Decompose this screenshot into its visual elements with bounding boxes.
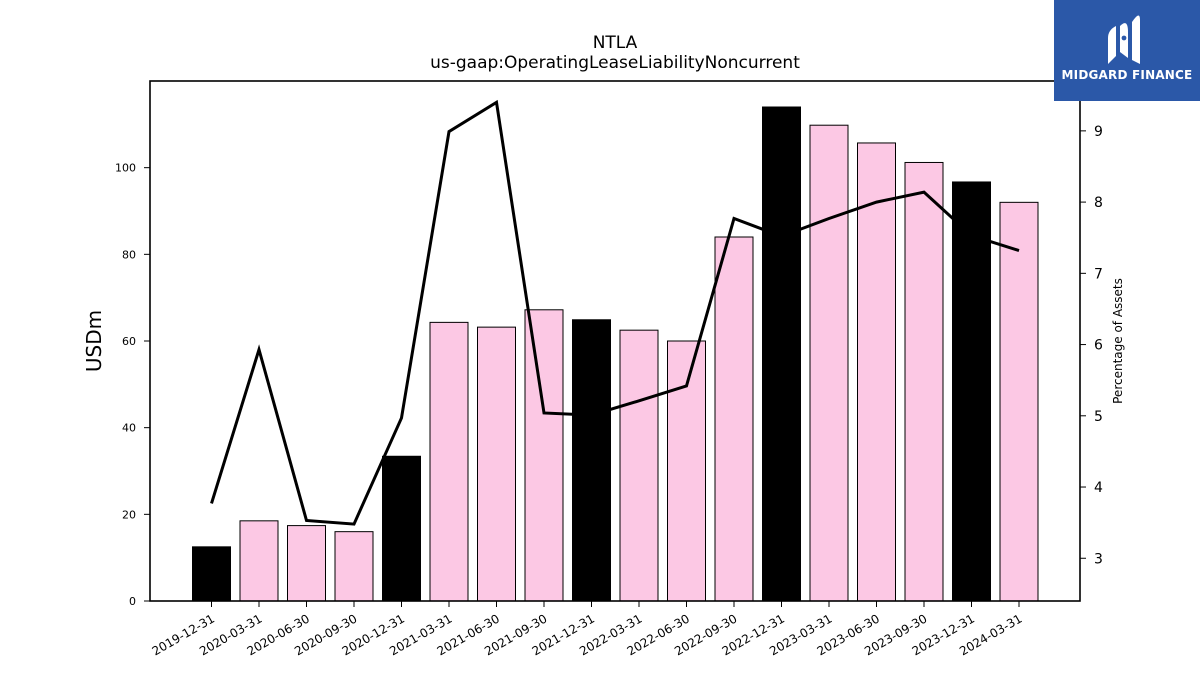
- bar: [382, 455, 421, 602]
- bar: [477, 326, 516, 602]
- bar: [667, 340, 706, 602]
- y2-tick-label: 4: [1094, 480, 1103, 496]
- bar: [952, 181, 991, 602]
- chart-subtitle: us-gaap:OperatingLeaseLiabilityNoncurren…: [430, 53, 800, 73]
- bar: [857, 142, 896, 602]
- y-tick-label: 20: [122, 508, 136, 521]
- y-tick-label: 60: [122, 335, 136, 348]
- bar: [429, 321, 469, 602]
- y-tick-label: 80: [122, 248, 136, 261]
- y-tick-label: 40: [122, 422, 136, 435]
- logo-mark-icon: [1108, 15, 1140, 65]
- bar: [524, 309, 564, 602]
- bar: [192, 546, 231, 602]
- y2-tick-label: 8: [1094, 195, 1103, 211]
- bar: [334, 531, 374, 602]
- y2-tick-label: 3: [1094, 551, 1103, 567]
- brand-logo: MIDGARD FINANCE: [1054, 0, 1200, 101]
- y-axis-label: USDm: [82, 310, 106, 372]
- bar: [572, 319, 611, 602]
- bar: [809, 124, 849, 602]
- bar: [239, 520, 279, 602]
- y2-tick-label: 7: [1094, 266, 1103, 282]
- bar: [714, 236, 754, 602]
- bar: [619, 329, 659, 602]
- y2-axis-label: Percentage of Assets: [1111, 278, 1125, 404]
- y2-tick-label: 5: [1094, 409, 1103, 425]
- logo-text: MIDGARD FINANCE: [1061, 68, 1193, 82]
- y-tick-label: 0: [129, 595, 136, 608]
- y2-tick-label: 9: [1094, 124, 1103, 140]
- bar: [999, 201, 1039, 602]
- y2-tick-label: 6: [1094, 338, 1103, 354]
- percentage-line: [210, 99, 1020, 526]
- chart-title: NTLA: [593, 33, 638, 53]
- bar: [287, 525, 326, 602]
- bar: [762, 106, 801, 602]
- y-tick-label: 100: [115, 162, 136, 175]
- bar: [904, 161, 944, 602]
